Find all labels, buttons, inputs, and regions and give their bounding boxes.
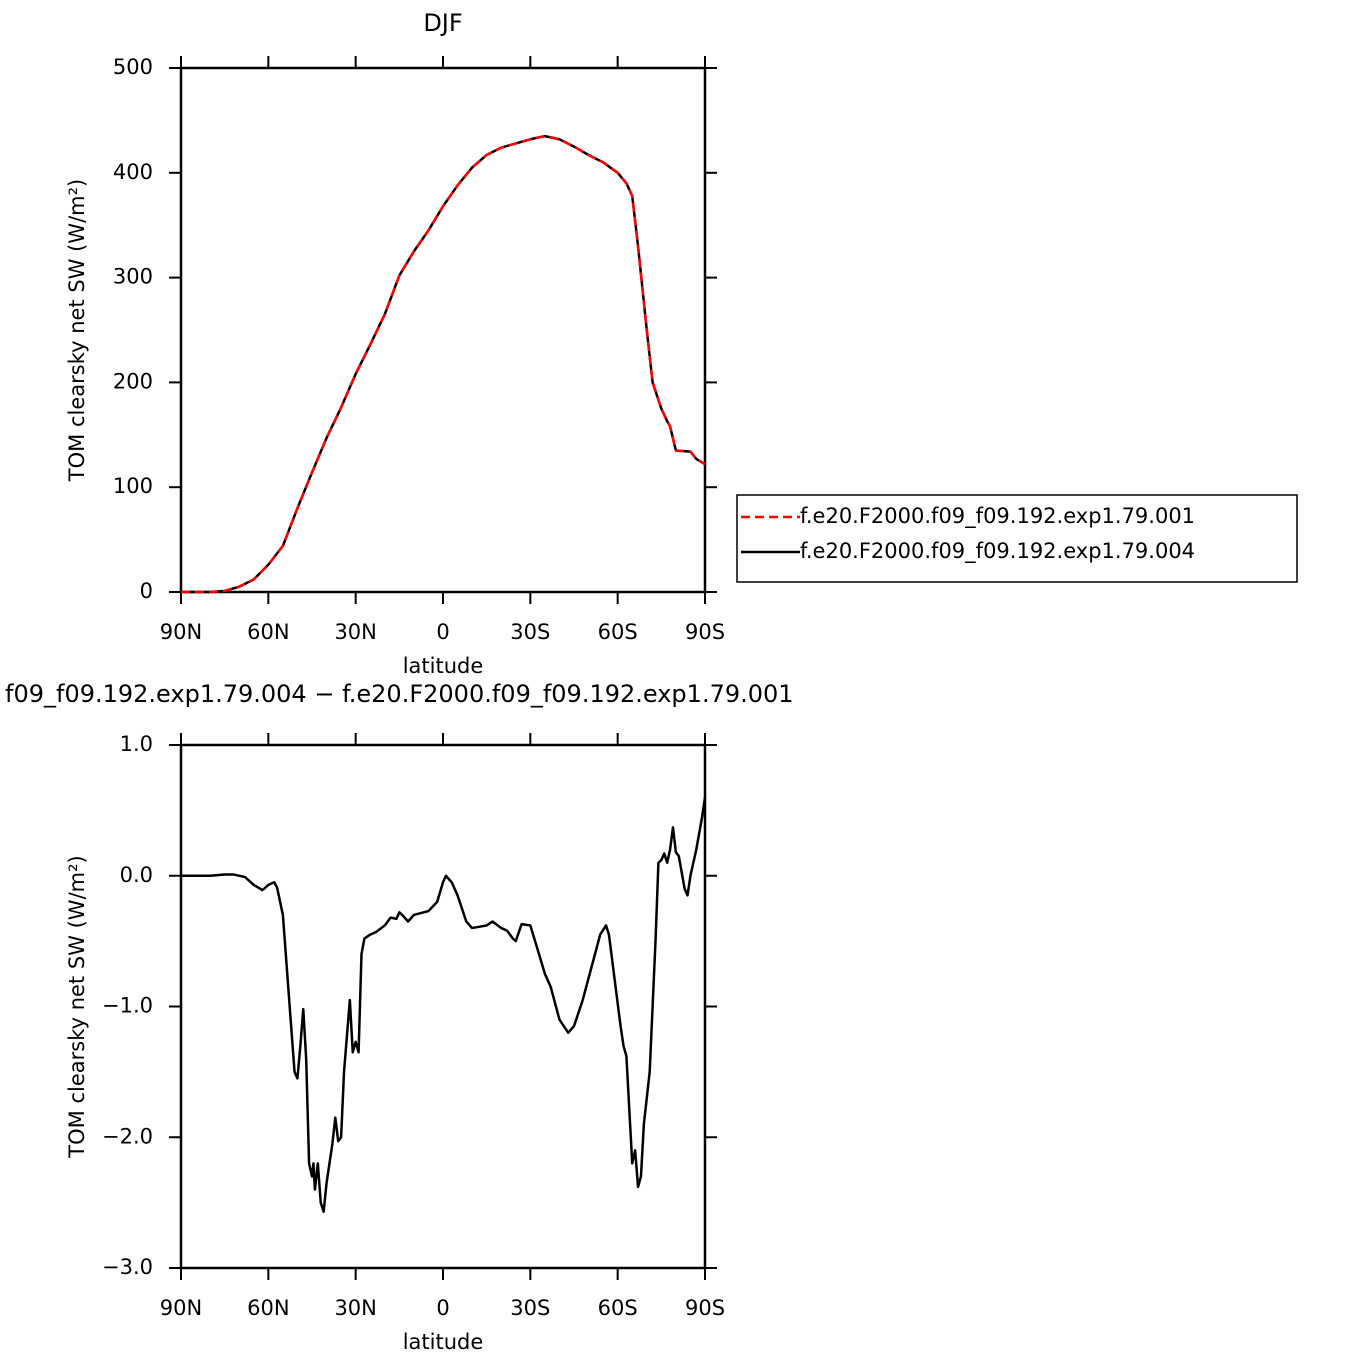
x-tick-label: 90N bbox=[160, 1296, 202, 1320]
y-tick-label: −1.0 bbox=[102, 994, 153, 1018]
legend-box bbox=[736, 494, 1298, 583]
x-axis-label: latitude bbox=[403, 654, 484, 678]
y-tick-label: 1.0 bbox=[120, 732, 153, 756]
x-tick-label: 30S bbox=[510, 620, 550, 644]
y-tick-label: 300 bbox=[113, 265, 153, 289]
x-tick-label: 0 bbox=[436, 620, 449, 644]
x-tick-label: 0 bbox=[436, 1296, 449, 1320]
x-tick-label: 60S bbox=[598, 1296, 638, 1320]
y-tick-label: 0.0 bbox=[120, 863, 153, 887]
x-tick-label: 30S bbox=[510, 1296, 550, 1320]
legend: f.e20.F2000.f09_f09.192.exp1.79.001 f.e20… bbox=[736, 494, 1298, 583]
x-tick-label: 90S bbox=[685, 620, 725, 644]
x-tick-label: 60N bbox=[247, 1296, 289, 1320]
chart-title: DJF bbox=[423, 9, 462, 37]
x-tick-label: 90N bbox=[160, 620, 202, 644]
y-tick-label: 500 bbox=[113, 55, 153, 79]
y-tick-label: 100 bbox=[113, 474, 153, 498]
legend-label: f.e20.F2000.f09_f09.192.exp1.79.001 bbox=[800, 504, 1195, 529]
x-tick-label: 30N bbox=[334, 1296, 376, 1320]
x-tick-label: 60N bbox=[247, 620, 289, 644]
panel: f09_f09.192.exp1.79.004 − f.e20.F2000.f0… bbox=[5, 680, 794, 1354]
y-tick-label: −2.0 bbox=[102, 1124, 153, 1148]
legend-label: f.e20.F2000.f09_f09.192.exp1.79.004 bbox=[800, 539, 1195, 564]
y-tick-label: 400 bbox=[113, 160, 153, 184]
chart-title: f09_f09.192.exp1.79.004 − f.e20.F2000.f0… bbox=[5, 680, 794, 708]
y-tick-label: 200 bbox=[113, 369, 153, 393]
x-tick-label: 30N bbox=[334, 620, 376, 644]
x-axis-label: latitude bbox=[403, 1330, 484, 1354]
y-axis-label: TOM clearsky net SW (W/m²) bbox=[65, 855, 89, 1158]
panel: DJF latitude TOM clearsky net SW (W/m²) 90N… bbox=[65, 9, 1298, 678]
series-line bbox=[181, 134, 706, 594]
y-axis-label: TOM clearsky net SW (W/m²) bbox=[65, 179, 89, 482]
series-line bbox=[181, 797, 707, 1214]
plot-frame bbox=[179, 66, 707, 594]
plot-frame bbox=[179, 743, 707, 1270]
y-tick-label: 0 bbox=[140, 579, 153, 603]
y-tick-label: −3.0 bbox=[102, 1255, 153, 1279]
x-tick-label: 90S bbox=[685, 1296, 725, 1320]
x-tick-label: 60S bbox=[598, 620, 638, 644]
